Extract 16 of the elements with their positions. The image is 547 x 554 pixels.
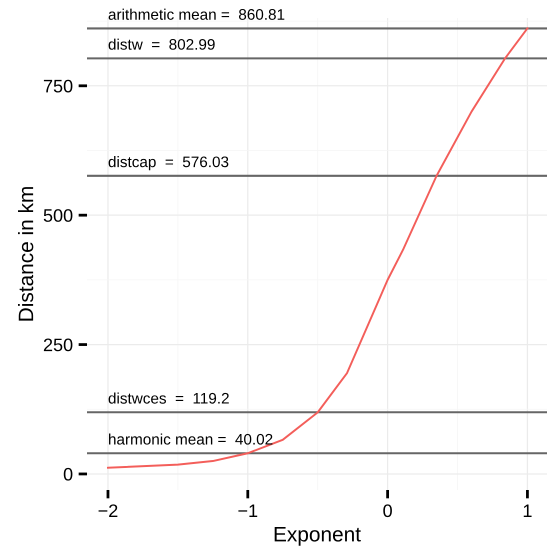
line-series <box>107 27 528 469</box>
y-tick-label: 250 <box>44 338 72 352</box>
x-tick-label: −1 <box>238 504 258 517</box>
ref-line-label: harmonic mean = 40.02 <box>109 433 272 445</box>
x-tick-label: 1 <box>524 504 532 517</box>
x-tick-label: −2 <box>98 504 118 517</box>
y-tick-label: 0 <box>64 468 72 481</box>
x-tick-label: 0 <box>383 504 392 518</box>
x-axis-title: Exponent <box>274 527 361 546</box>
y-tick-label: 750 <box>44 80 72 93</box>
y-axis-title: Distance in km <box>18 187 34 321</box>
ref-line-label: distwces = 119.2 <box>108 392 229 404</box>
ref-line-label: distw = 802.99 <box>108 38 215 50</box>
y-tick-label: 500 <box>44 209 72 222</box>
ref-line-label: arithmetic mean = 860.81 <box>108 8 284 20</box>
ref-line-label: distcap = 576.03 <box>108 156 228 170</box>
